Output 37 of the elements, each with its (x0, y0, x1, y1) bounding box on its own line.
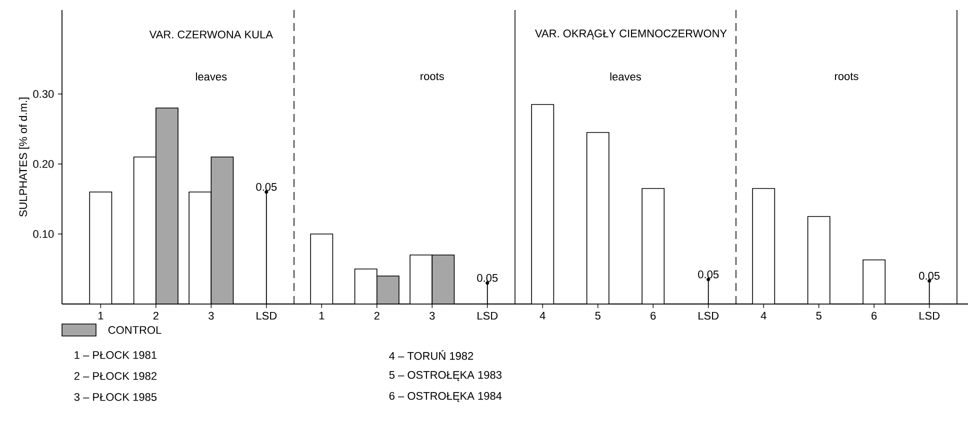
text: 1 – PŁOCK 1981 (74, 351, 156, 359)
annotation: leaves (196, 72, 227, 81)
annotation: VAR. CZERWONA KULA (149, 30, 273, 38)
annotation: VAR. OKRĄGŁY CIEMNOCZERWONY (535, 30, 727, 40)
x-tick-label: 1 (319, 312, 324, 320)
annotation: roots (834, 72, 858, 80)
y-tick-label: 0.20 (33, 160, 54, 168)
x-tick-label: 3 (208, 312, 214, 320)
y-tick-label: 0.10 (33, 230, 54, 238)
x-tick-label: 4 (760, 312, 766, 320)
x-tick-label: 2 (374, 312, 380, 320)
annotation: 0.05 (256, 183, 277, 191)
text: 2 – PŁOCK 1982 (74, 372, 156, 380)
x-tick-label: LSD (698, 312, 719, 320)
annotation: leaves (610, 72, 641, 81)
text: 5 – OSTROŁĘKA 1983 (389, 371, 502, 381)
x-tick-label: 6 (872, 312, 877, 320)
x-tick-label: 1 (98, 312, 104, 320)
annotation: roots (420, 72, 444, 80)
x-tick-label: 3 (430, 312, 435, 320)
x-tick-label: LSD (256, 312, 277, 320)
annotation: 0.05 (698, 270, 719, 278)
text: 3 – PŁOCK 1985 (74, 393, 157, 401)
text: 4 – TORUŃ 1982 (389, 350, 474, 360)
annotation: 0.05 (477, 274, 498, 282)
y-tick-label: 0.30 (33, 90, 54, 98)
x-tick-label: 4 (540, 312, 546, 320)
legend-label: CONTROL (108, 326, 162, 334)
x-tick-label: 5 (595, 312, 600, 320)
x-tick-label: LSD (920, 312, 940, 320)
x-tick-label: 2 (153, 312, 158, 320)
annotation: 0.05 (919, 272, 940, 280)
text: 6 – OSTROŁĘKA 1984 (389, 392, 502, 402)
x-tick-label: 5 (816, 312, 822, 320)
x-tick-label: 6 (650, 312, 656, 320)
x-tick-label: LSD (478, 312, 498, 320)
y-axis-title: SULPHATES [% of d.m.] (18, 98, 30, 217)
